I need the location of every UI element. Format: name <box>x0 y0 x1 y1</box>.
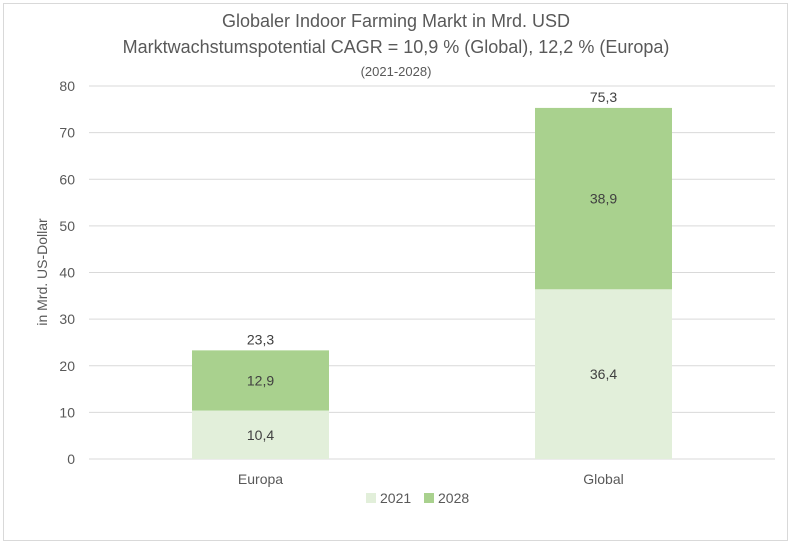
gridlines <box>89 85 775 460</box>
x-tick-label: Europa <box>238 471 283 487</box>
total-label: 23,3 <box>247 331 274 347</box>
y-tick-label: 40 <box>59 265 75 281</box>
bar-segment-2021 <box>192 410 329 459</box>
y-tick-label: 10 <box>59 404 75 420</box>
y-tick-label: 60 <box>59 171 75 187</box>
data-label: 38,9 <box>590 191 617 207</box>
legend-swatch <box>424 493 434 503</box>
chart-subtitle: Marktwachstumspotential CAGR = 10,9 % (G… <box>122 37 670 57</box>
chart-subtitle-years: (2021-2028) <box>360 64 432 79</box>
y-tick-label: 0 <box>67 451 75 467</box>
x-axis-labels: Europa Global <box>238 471 624 487</box>
bar-segment-2021 <box>535 289 672 459</box>
legend-label: 2028 <box>438 490 469 506</box>
legend: 2021 2028 <box>366 490 469 506</box>
legend-swatch <box>366 493 376 503</box>
data-label: 36,4 <box>590 366 617 382</box>
y-axis-title: in Mrd. US-Dollar <box>34 218 50 326</box>
y-tick-label: 30 <box>59 311 75 327</box>
y-tick-label: 80 <box>59 78 75 94</box>
chart-title: Globaler Indoor Farming Markt in Mrd. US… <box>221 11 571 31</box>
total-label: 75,3 <box>590 89 617 105</box>
bars: 10,4 12,9 23,3 36,4 38,9 75,3 <box>192 89 672 459</box>
y-axis-ticks: 0 10 20 30 40 50 60 70 80 <box>59 78 75 467</box>
data-label: 12,9 <box>247 372 274 388</box>
bar-segment-2028 <box>192 350 329 411</box>
y-tick-label: 70 <box>59 125 75 141</box>
y-tick-label: 20 <box>59 358 75 374</box>
x-tick-label: Global <box>583 471 623 487</box>
bar-segment-2028 <box>535 107 672 290</box>
y-tick-label: 50 <box>59 218 75 234</box>
legend-label: 2021 <box>380 490 411 506</box>
data-label: 10,4 <box>247 427 274 443</box>
